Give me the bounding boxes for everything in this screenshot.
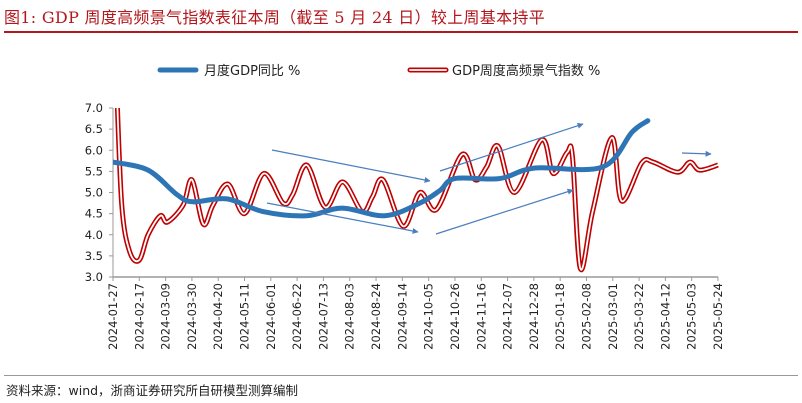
x-tick-label: 2025-02-08: [579, 283, 593, 350]
trend-arrow-up-lower: [435, 188, 574, 235]
legend: 月度GDP同比 % GDP周度高频景气指数 %: [157, 63, 600, 79]
title-divider: [4, 31, 798, 33]
x-tick-label: 2024-12-28: [527, 283, 541, 350]
x-tick-label: 2024-10-05: [422, 283, 436, 350]
trend-arrow-down-upper: [271, 149, 431, 183]
x-tick-label: 2025-05-24: [711, 283, 725, 350]
x-tick-label: 2024-04-20: [211, 283, 225, 350]
source-note: 资料来源：wind，浙商证券研究所自研模型测算编制: [6, 383, 299, 398]
x-tick-label: 2024-08-24: [369, 283, 383, 350]
x-tick-label: 2024-05-11: [238, 283, 252, 350]
axes: 3.0 3.5 4.0 4.5 5.0 5.5 6.0 6.5 7.0 2024-01-27 202…: [85, 101, 725, 350]
x-tick-label: 2024-09-14: [395, 283, 409, 350]
x-tick-label: 2024-02-17: [132, 283, 146, 350]
footer-divider: [4, 375, 798, 376]
chart-title: 图1: GDP 周度高频景气指数表征本周（截至 5 月 24 日）较上周基本持平: [4, 8, 546, 27]
x-tick-label: 2025-03-01: [606, 283, 620, 350]
y-tick-label: 6.0: [85, 143, 103, 157]
x-tick-label: 2024-03-09: [159, 283, 173, 350]
x-tick-label: 2025-03-22: [632, 283, 646, 350]
trend-arrow-up-upper: [439, 122, 584, 172]
x-tick-label: 2024-06-22: [290, 283, 304, 350]
trend-arrows: [266, 122, 712, 235]
x-tick-label: 2024-11-16: [474, 283, 488, 350]
y-tick-label: 4.5: [85, 207, 103, 221]
x-tick-label: 2024-01-27: [106, 283, 120, 350]
y-tick-label: 3.5: [85, 249, 103, 263]
y-tick-label: 5.0: [85, 186, 103, 200]
y-tick-label: 4.0: [85, 228, 103, 242]
x-tick-label: 2025-04-12: [658, 283, 672, 350]
series-line-gdp-weekly-index: [114, 108, 719, 273]
x-tick-label: 2024-10-26: [448, 283, 462, 350]
trend-arrow-down-lower: [266, 202, 419, 234]
y-tick-label: 6.5: [85, 122, 103, 136]
x-tick-label: 2024-08-03: [343, 283, 357, 350]
series-line-gdp-monthly: [113, 118, 651, 219]
y-tick-label: 5.5: [85, 164, 103, 178]
legend-label-gdp-weekly: GDP周度高频景气指数 %: [452, 63, 600, 79]
x-tick-label: 2024-03-30: [185, 283, 199, 350]
x-tick-label: 2025-05-03: [685, 283, 699, 350]
series-layer: [113, 108, 719, 273]
y-tick-label: 3.0: [85, 270, 103, 284]
legend-label-gdp-monthly: 月度GDP同比 %: [204, 63, 300, 79]
y-tick-label: 7.0: [85, 101, 103, 115]
x-tick-label: 2024-12-07: [501, 283, 515, 350]
trend-arrow-flat: [681, 150, 712, 157]
x-tick-label: 2025-01-18: [553, 283, 567, 350]
x-tick-label: 2024-06-01: [264, 283, 278, 350]
x-tick-label: 2024-07-13: [316, 283, 330, 350]
series-line-gdp-weekly-index-inner: [116, 108, 719, 271]
